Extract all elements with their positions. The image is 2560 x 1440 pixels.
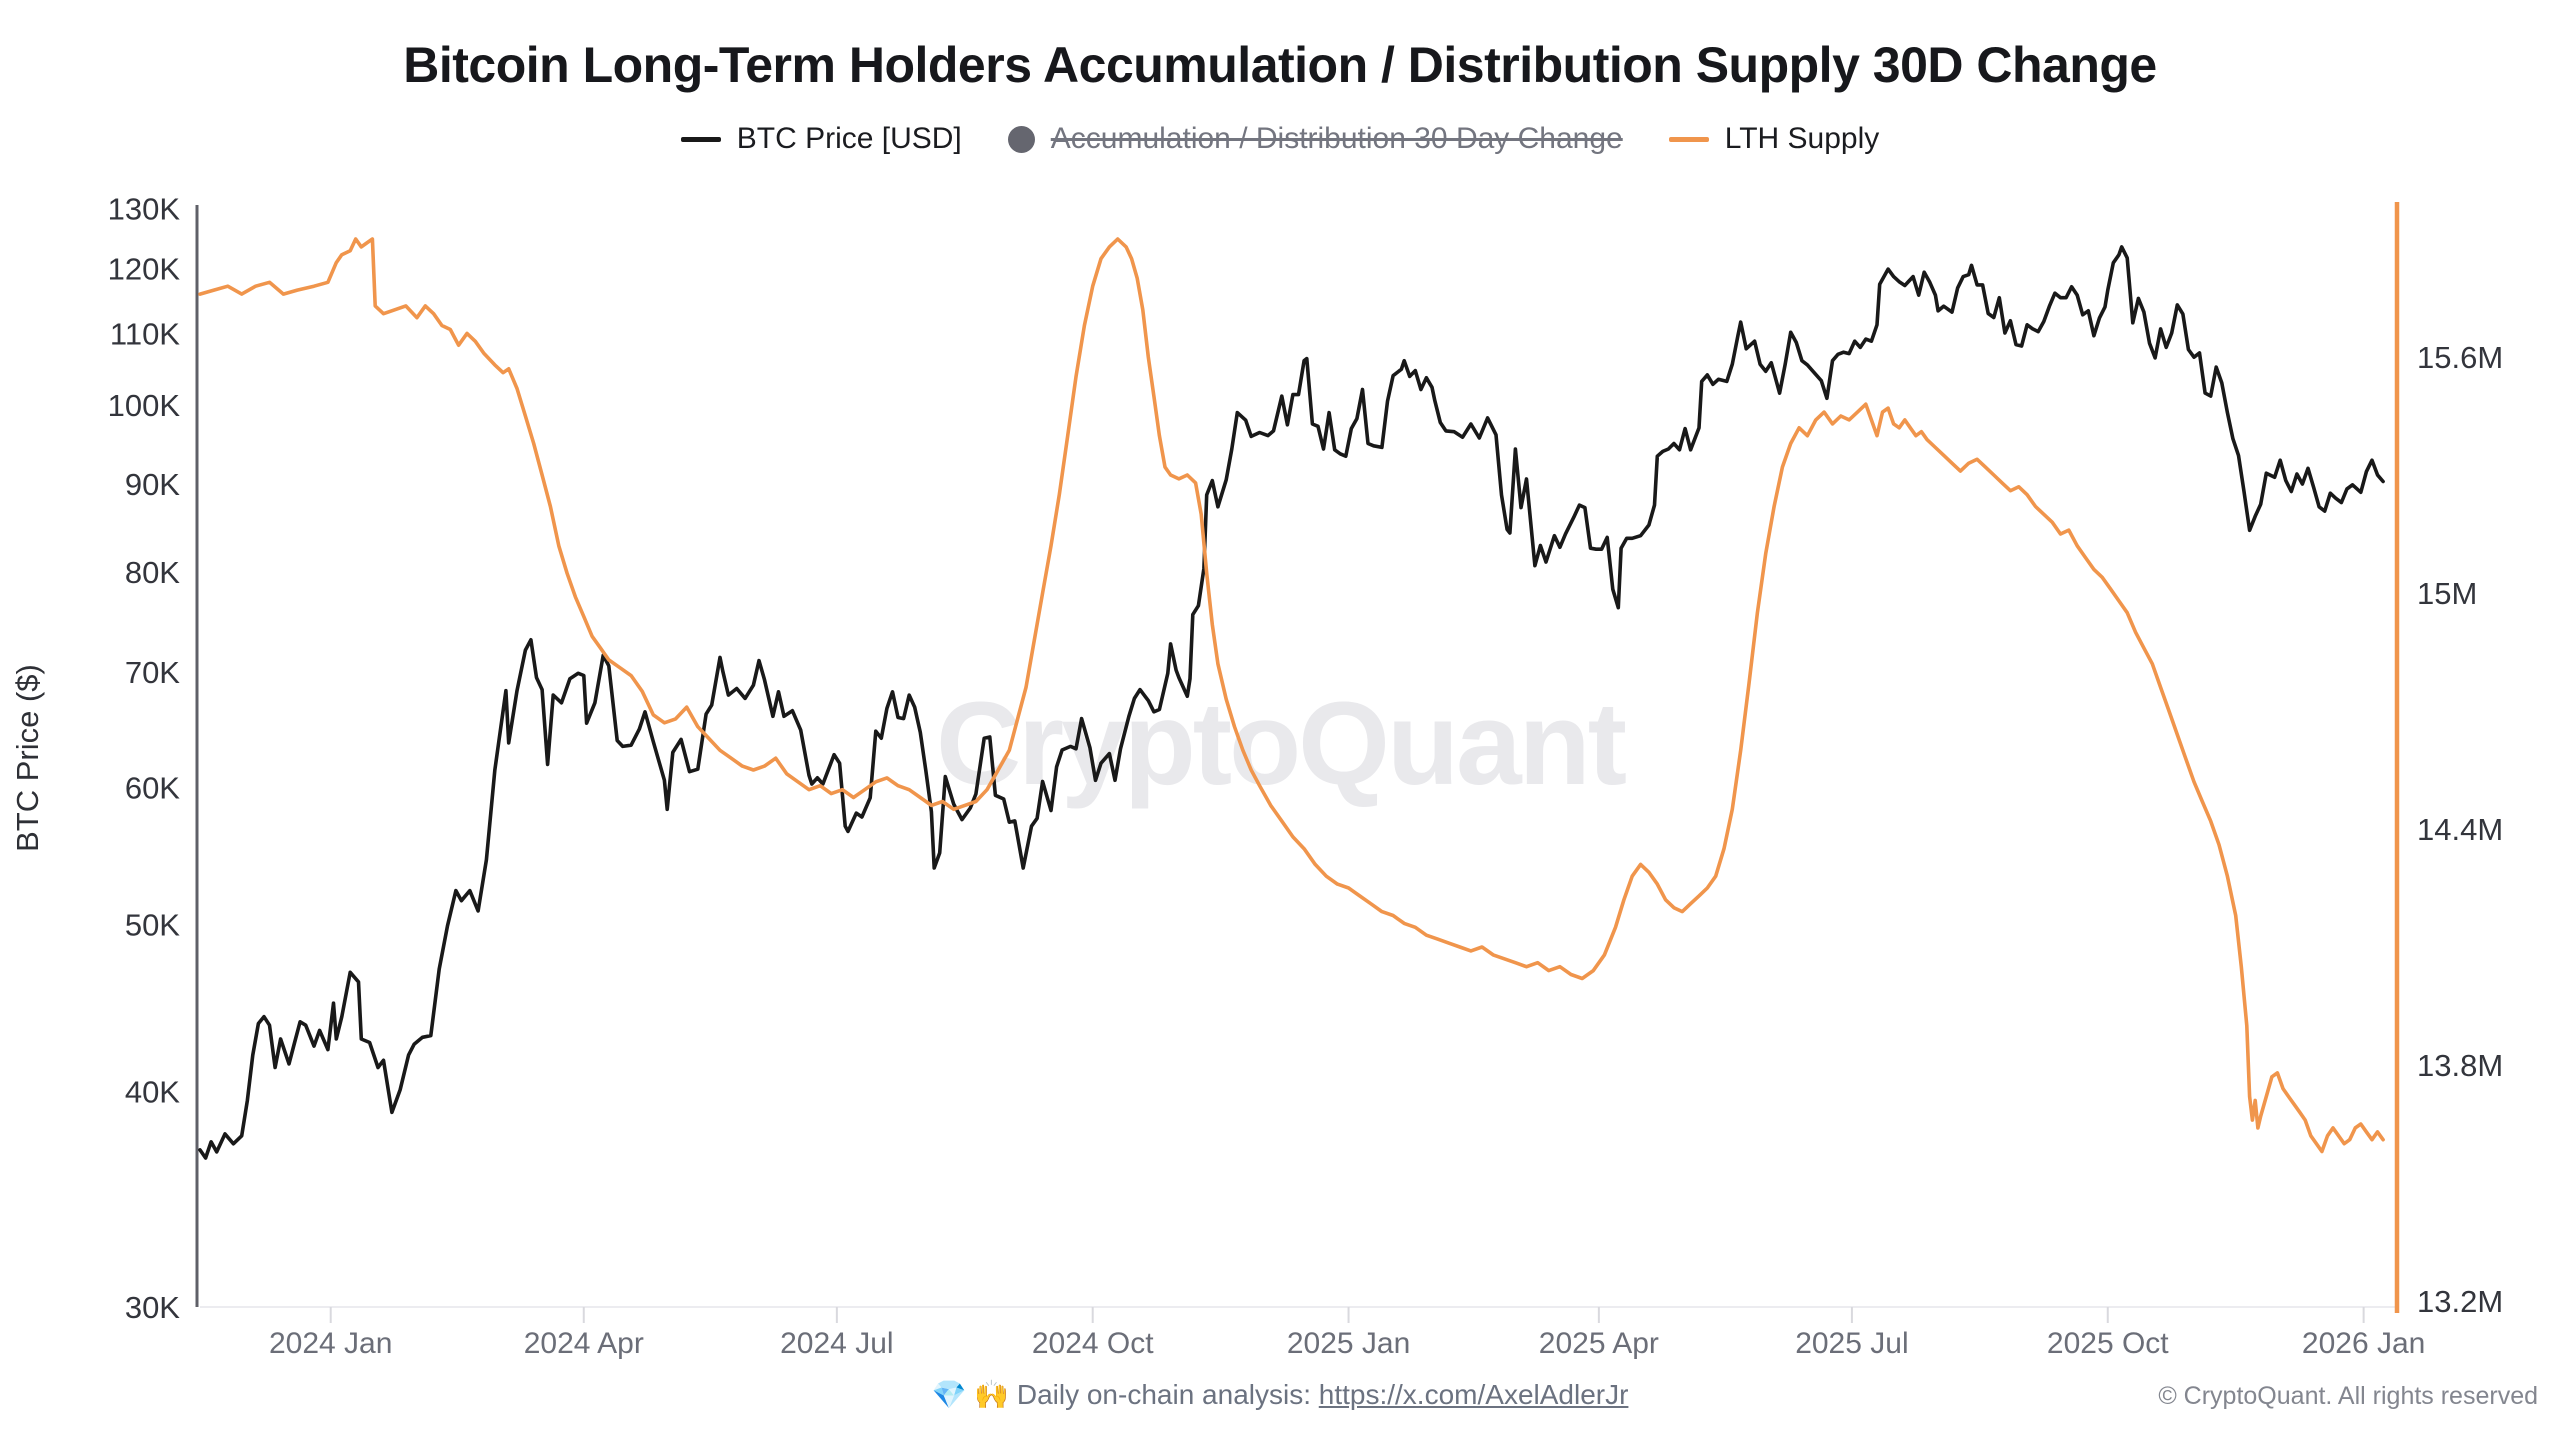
legend-item-btc-price[interactable]: BTC Price [USD] xyxy=(680,122,962,156)
legend-label-btc-price: BTC Price [USD] xyxy=(736,122,962,155)
left-tick-label: 70K xyxy=(125,655,180,690)
right-tick-label: 15.6M xyxy=(2417,340,2503,375)
right-tick-label: 13.8M xyxy=(2417,1048,2503,1083)
right-tick-label: 15M xyxy=(2417,576,2477,611)
legend-item-accumulation[interactable]: Accumulation / Distribution 30 Day Chang… xyxy=(1007,122,1623,156)
chart-legend: BTC Price [USD] Accumulation / Distribut… xyxy=(0,122,2560,156)
footer-note-text: 💎 🙌 Daily on-chain analysis: xyxy=(931,1379,1319,1410)
footer-copyright: © CryptoQuant. All rights reserved xyxy=(2158,1382,2538,1410)
x-tick-label: 2025 Apr xyxy=(1539,1327,1659,1360)
left-tick-label: 130K xyxy=(108,191,181,226)
page-title: Bitcoin Long-Term Holders Accumulation /… xyxy=(403,37,2157,93)
left-tick-label: 30K xyxy=(125,1290,180,1325)
legend-label-lth-supply: LTH Supply xyxy=(1724,122,1880,155)
left-tick-label: 90K xyxy=(125,467,180,502)
x-tick-label: 2025 Oct xyxy=(2047,1327,2169,1360)
left-tick-label: 100K xyxy=(108,388,181,423)
x-tick-label: 2025 Jul xyxy=(1795,1327,1908,1360)
left-tick-label: 40K xyxy=(125,1074,180,1109)
left-tick-label: 120K xyxy=(108,251,181,286)
x-tick-label: 2024 Apr xyxy=(524,1327,644,1360)
right-tick-label: 14.4M xyxy=(2417,812,2503,847)
x-tick-label: 2026 Jan xyxy=(2302,1327,2425,1360)
x-tick-label: 2024 Jan xyxy=(269,1327,392,1360)
x-tick-label: 2024 Jul xyxy=(780,1327,893,1360)
left-tick-label: 80K xyxy=(125,555,180,590)
lth-supply-line xyxy=(198,237,2385,1154)
left-tick-label: 50K xyxy=(125,907,180,942)
btc-price-line xyxy=(198,245,2385,1160)
accumulation-marker-icon xyxy=(1007,125,1035,153)
btc-line-swatch-icon xyxy=(680,136,721,142)
x-tick-label: 2025 Jan xyxy=(1287,1327,1410,1360)
left-tick-label: 110K xyxy=(110,317,180,352)
legend-item-lth-supply[interactable]: LTH Supply xyxy=(1668,122,1880,156)
legend-label-accumulation: Accumulation / Distribution 30 Day Chang… xyxy=(1050,122,1623,155)
footer-note: 💎 🙌 Daily on-chain analysis: https://x.c… xyxy=(0,1378,2560,1411)
footer-link[interactable]: https://x.com/AxelAdlerJr xyxy=(1318,1379,1629,1410)
x-tick-label: 2024 Oct xyxy=(1032,1327,1154,1360)
left-tick-label: 60K xyxy=(125,771,180,806)
lth-line-swatch-icon xyxy=(1668,136,1709,142)
right-tick-label: 13.2M xyxy=(2417,1284,2503,1319)
